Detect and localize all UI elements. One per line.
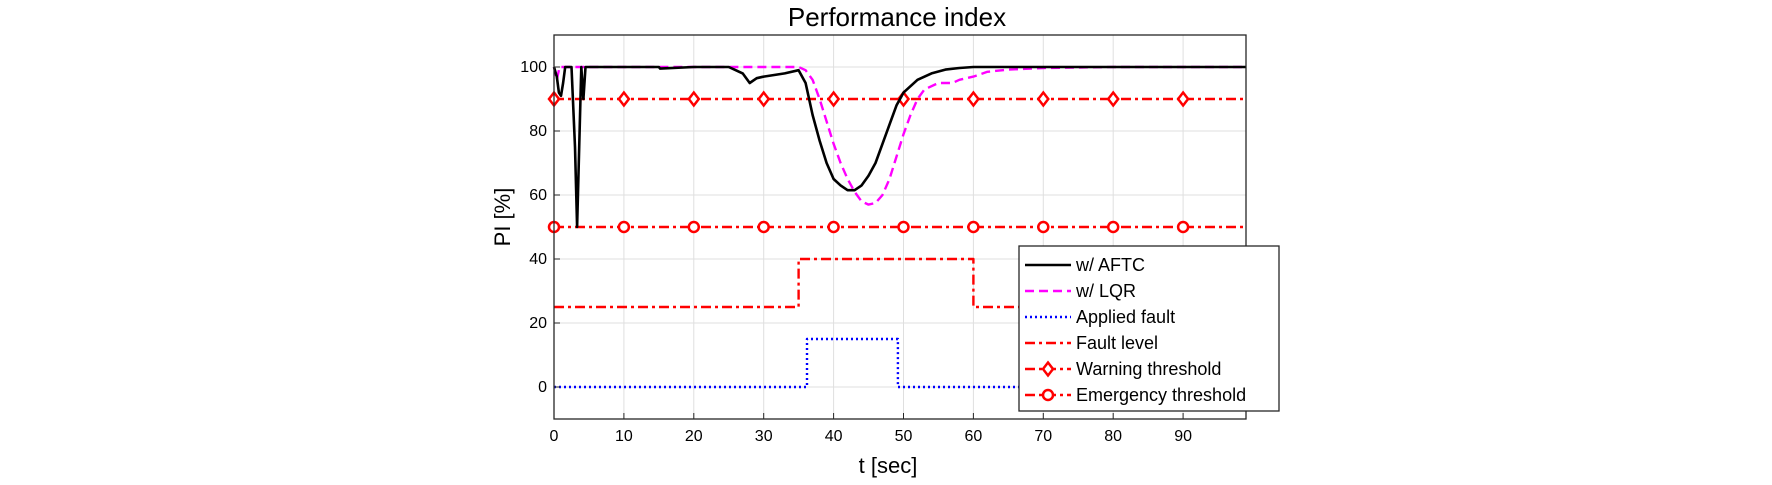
series-marker	[897, 220, 910, 234]
chart-title: Performance index	[788, 2, 1006, 32]
x-tick-label: 40	[825, 428, 843, 445]
series-line	[552, 65, 1246, 229]
x-tick-label: 70	[1034, 428, 1052, 445]
y-tick-label: 20	[529, 315, 547, 332]
series-marker	[1106, 90, 1120, 108]
legend-label: w/ AFTC	[1075, 255, 1145, 275]
series-marker	[687, 90, 701, 108]
x-tick-label: 80	[1104, 428, 1122, 445]
y-tick-label: 100	[520, 59, 547, 76]
legend-label: w/ LQR	[1075, 281, 1136, 301]
series-marker	[966, 90, 980, 108]
y-axis-label: PI [%]	[490, 188, 515, 247]
y-tick-label: 60	[529, 187, 547, 204]
legend-item: Fault level	[1025, 333, 1158, 353]
series-line	[554, 337, 1246, 389]
legend-item: w/ LQR	[1025, 281, 1136, 301]
legend-label: Fault level	[1076, 333, 1158, 353]
series-marker	[617, 220, 631, 234]
y-tick-label: 40	[529, 251, 547, 268]
legend-item: Emergency threshold	[1025, 385, 1246, 405]
x-axis-label: t [sec]	[859, 453, 918, 478]
legend: w/ AFTC w/ LQR Applied fault Fault level War…	[1018, 245, 1280, 412]
series-marker	[967, 220, 980, 234]
y-tick-label: 0	[538, 379, 547, 396]
x-tick-label: 0	[550, 428, 559, 445]
y-tick-label: 80	[529, 123, 547, 140]
series-marker	[827, 90, 841, 108]
x-tick-label: 20	[685, 428, 703, 445]
series-marker	[757, 220, 770, 234]
legend-item: w/ AFTC	[1025, 255, 1145, 275]
series-marker	[1176, 90, 1190, 108]
legend-label: Emergency threshold	[1076, 385, 1246, 405]
series-w-aftc	[552, 65, 1246, 229]
series-marker	[827, 220, 840, 234]
series-marker	[1037, 220, 1050, 234]
series-emergency-threshold	[547, 220, 1246, 234]
legend-marker	[1041, 360, 1055, 378]
legend-label: Warning threshold	[1076, 359, 1221, 379]
x-tick-label: 10	[615, 428, 633, 445]
series-marker	[687, 220, 701, 234]
series-marker	[1036, 90, 1050, 108]
series-line	[552, 65, 1246, 206]
series-marker	[1176, 220, 1190, 234]
series-w-lqr	[552, 65, 1246, 206]
x-tick-label: 50	[895, 428, 913, 445]
x-tick-label: 90	[1174, 428, 1192, 445]
series-marker	[617, 90, 631, 108]
series-marker	[757, 90, 771, 108]
legend-item: Applied fault	[1025, 307, 1175, 327]
plot-area	[547, 65, 1246, 389]
legend-item: Warning threshold	[1025, 359, 1221, 379]
x-tick-label: 30	[755, 428, 773, 445]
x-tick-label: 60	[964, 428, 982, 445]
legend-marker	[1041, 388, 1055, 402]
legend-box	[1018, 245, 1280, 412]
series-applied-fault	[554, 337, 1246, 389]
axes-box	[553, 34, 1247, 420]
axis-ticks: 0 10 20 30 40 50 60 70 80 90 0 20 40 60 80 100	[520, 59, 1192, 445]
legend-label: Applied fault	[1076, 307, 1175, 327]
series-marker	[1106, 220, 1120, 234]
